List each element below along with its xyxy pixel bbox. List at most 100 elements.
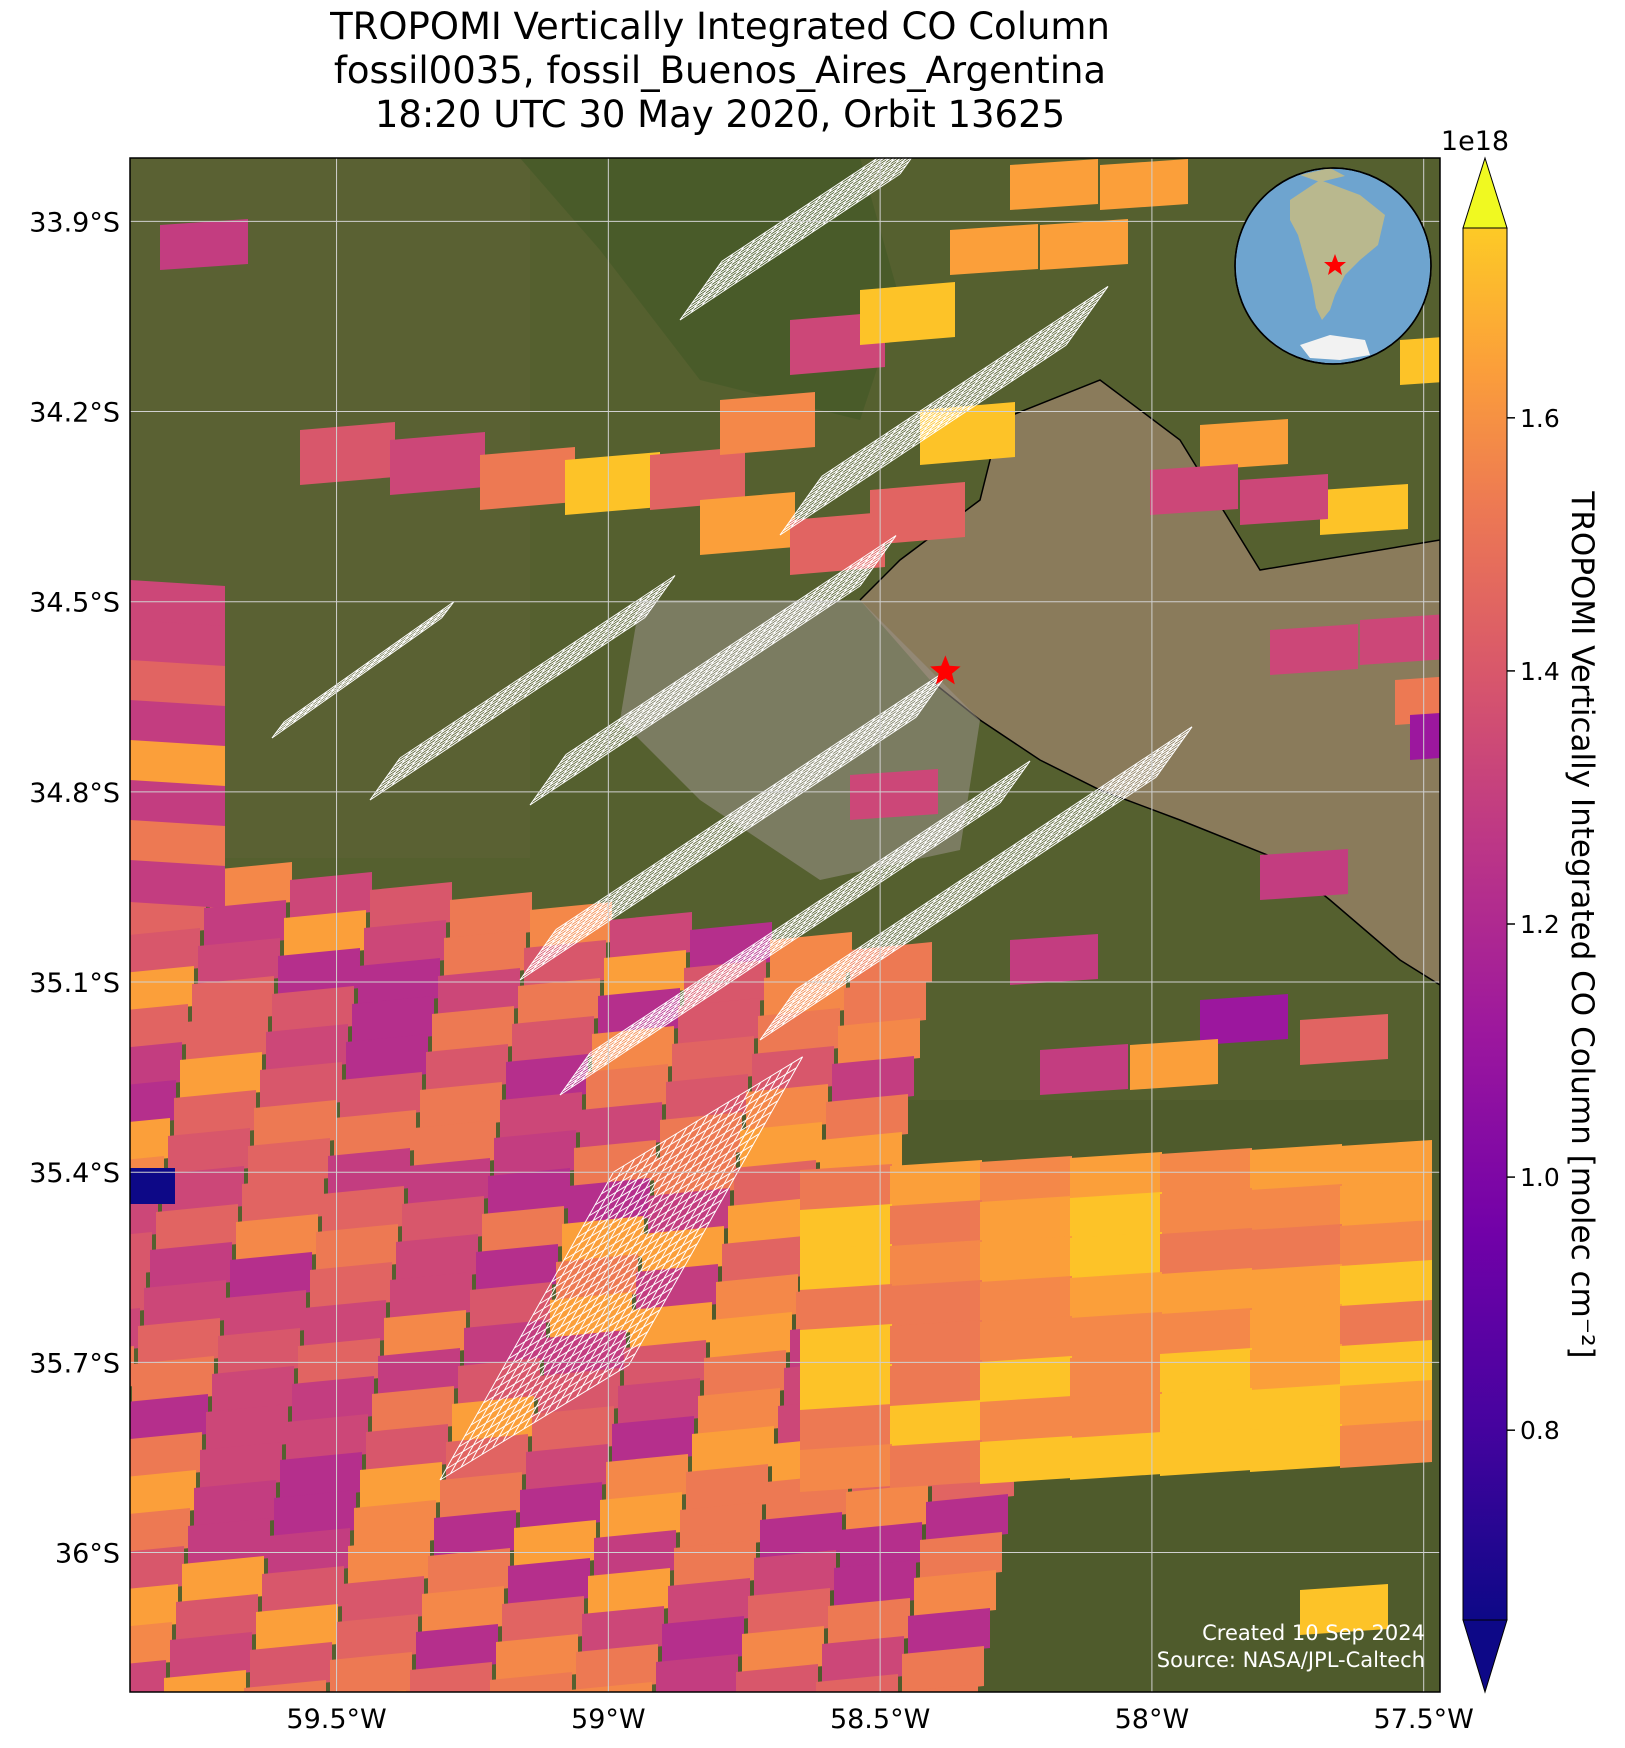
co-pixel: [1340, 1300, 1432, 1348]
swath-grid-line: [541, 568, 873, 789]
swath-grid-line: [803, 311, 1091, 502]
co-pixel: [130, 860, 225, 908]
co-pixel: [844, 980, 926, 1028]
colorbar-ticks: 0.8 1.0 1.2 1.4 1.6: [1507, 404, 1560, 1445]
swath-grid-line: [607, 1069, 783, 1378]
lon-tick-label: 58.5°W: [830, 1704, 930, 1735]
co-pixel: [1160, 1188, 1252, 1236]
co-pixel: [1300, 1014, 1388, 1065]
lat-tick-label: 35.4°S: [29, 1158, 120, 1189]
title-line-2: fossil0035, fossil_Buenos_Aires_Argentin…: [333, 49, 1107, 92]
latitude-tick-labels: 33.9°S 34.2°S 34.5°S 34.8°S 35.1°S 35.4°S 35.7…: [29, 207, 120, 1569]
co-pixel: [206, 1404, 288, 1452]
swath-grid-line: [460, 1158, 636, 1468]
co-pixel: [650, 1692, 732, 1740]
co-pixel: [610, 912, 692, 960]
swath-grid-line: [399, 575, 676, 759]
swath-grid-line: [369, 617, 646, 801]
co-pixel: [710, 1312, 792, 1360]
swath-grid-line: [576, 1088, 751, 1398]
co-pixel: [1130, 1039, 1218, 1090]
swath-grid-line: [586, 1082, 762, 1391]
swath-grid-line: [537, 691, 935, 956]
co-pixel: [170, 1632, 252, 1680]
swath-grid-line: [562, 539, 894, 760]
swath-grid-line: [540, 687, 938, 952]
co-pixel: [690, 922, 772, 970]
swath-grid-line: [712, 158, 889, 275]
title-line-1: TROPOMI Vertically Integrated CO Column: [330, 5, 1110, 48]
co-pixel: [416, 1624, 498, 1672]
swath-grid-line: [471, 1152, 646, 1462]
co-pixel: [402, 1196, 484, 1244]
co-pixel: [250, 1642, 332, 1690]
co-pixel: [742, 1626, 824, 1674]
swath-grid-line: [531, 699, 929, 964]
swath-grid-line: [788, 332, 1076, 523]
swath-grid-line: [899, 158, 913, 175]
lat-tick-label: 36°S: [55, 1539, 120, 1570]
colorbar-gradient: [1462, 227, 1508, 1621]
co-pixel: [176, 1594, 258, 1642]
co-pixel: [174, 1090, 256, 1138]
co-pixel: [518, 978, 600, 1026]
co-pixel: [980, 1316, 1072, 1364]
lon-tick-label: 58°W: [1115, 1704, 1190, 1735]
co-pixel: [920, 1532, 1002, 1580]
co-pixel: [860, 282, 955, 345]
co-pixel: [700, 492, 795, 555]
co-pixel: [408, 1158, 490, 1206]
co-pixel: [660, 1112, 742, 1160]
co-pixel: [574, 1140, 656, 1188]
swath-grid-line: [700, 158, 902, 292]
colorbar-extend-bottom: [1462, 1619, 1508, 1694]
co-pixel: [716, 1274, 798, 1322]
co-pixel: [212, 1366, 294, 1414]
co-pixel: [890, 1280, 982, 1328]
co-pixel: [1250, 1264, 1342, 1312]
credit-created: Created 10 Sep 2024: [1202, 1621, 1425, 1645]
co-pixel: [586, 1064, 668, 1112]
co-pixel: [150, 1242, 232, 1290]
swath-grid-line: [789, 734, 1187, 999]
swath-grid-line: [546, 678, 944, 943]
swath-grid-line: [706, 158, 896, 283]
co-pixel: [188, 1518, 270, 1566]
co-pixel: [434, 1510, 516, 1558]
swath-grid-line: [586, 764, 1028, 1058]
co-pixel: [130, 1004, 188, 1050]
swath-grid-line: [281, 605, 452, 727]
co-pixel: [330, 1652, 412, 1692]
inset-globe-icon: [1234, 167, 1432, 365]
swath-grid-line: [795, 726, 1193, 991]
swath-grid-line: [274, 613, 445, 735]
co-pixel: [832, 1056, 914, 1104]
swath-grid-line: [519, 716, 917, 981]
co-pixel: [980, 1236, 1072, 1284]
swath-grid-line: [779, 344, 1067, 536]
swath-grid-line: [800, 315, 1088, 507]
swath-grid-line: [387, 591, 664, 776]
co-pixel: [1340, 1140, 1432, 1188]
co-pixel: [336, 1614, 418, 1662]
swath-grid-line: [818, 290, 1106, 481]
co-pixel: [280, 1452, 362, 1500]
co-pixel: [186, 1014, 268, 1062]
co-pixel: [624, 1340, 706, 1388]
swath-grid-line: [534, 695, 932, 960]
swath-grid-line: [765, 768, 1163, 1033]
co-pixel: [582, 1606, 664, 1654]
co-pixel: [130, 1080, 176, 1125]
co-pixel: [194, 1480, 276, 1528]
co-pixel: [384, 1310, 466, 1358]
co-pixel: [266, 1024, 348, 1072]
co-pixel: [160, 219, 248, 270]
target-star-icon: [930, 655, 961, 685]
co-pixel: [130, 1622, 172, 1667]
swath-grid-line: [771, 759, 1169, 1024]
co-pixel: [254, 1100, 336, 1148]
swath-grid-line: [481, 1146, 657, 1455]
co-pixel: [262, 1566, 344, 1614]
swath-grid-line: [718, 158, 882, 266]
co-pixel: [290, 872, 372, 920]
